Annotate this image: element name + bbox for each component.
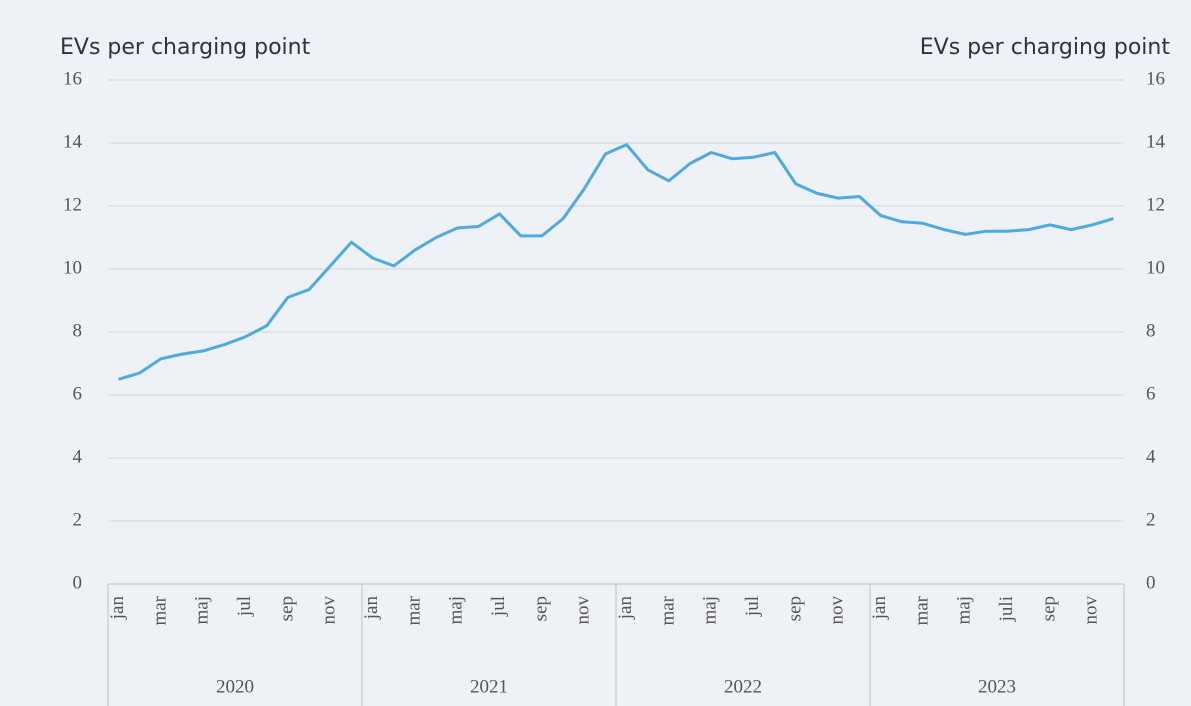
x-tick-label: mar [911, 595, 932, 625]
y-tick-label: 0 [73, 572, 83, 593]
x-tick-label: maj [446, 596, 467, 625]
y-axis-title: EVs per charging point [60, 35, 311, 60]
group-label: 2023 [978, 676, 1016, 697]
y-tick-label: 16 [63, 68, 82, 89]
x-tick-label: jul [488, 596, 509, 617]
x-tick-label: mar [149, 595, 170, 625]
y2-tick-label: 6 [1146, 383, 1156, 404]
x-tick-label: nov [1081, 596, 1102, 625]
y-tick-label: 4 [73, 446, 83, 467]
x-tick-label: maj [700, 596, 721, 625]
x-tick-label: mar [657, 595, 678, 625]
y2-tick-label: 14 [1146, 131, 1166, 152]
x-tick-label: jan [107, 596, 128, 621]
y2-tick-label: 16 [1146, 68, 1165, 89]
x-tick-label: jan [869, 596, 890, 621]
x-tick-label: maj [192, 596, 213, 625]
y-tick-label: 10 [63, 257, 82, 278]
y-tick-label: 12 [63, 194, 82, 215]
group-label: 2022 [724, 676, 762, 697]
x-tick-label: sep [530, 596, 551, 621]
y-tick-label: 8 [73, 320, 83, 341]
x-tick-label: nov [573, 596, 594, 625]
x-tick-label: nov [827, 596, 848, 625]
x-tick-label: sep [276, 596, 297, 621]
x-tick-label: mar [403, 595, 424, 625]
x-tick-label: jan [615, 596, 636, 621]
data-line [118, 143, 1114, 381]
x-tick-label: jan [361, 596, 382, 621]
x-tick-label: jul [742, 596, 763, 617]
x-tick-label: nov [319, 596, 340, 625]
y-tick-label: 2 [73, 509, 83, 530]
group-label: 2020 [216, 676, 254, 697]
x-tick-label: juli [996, 596, 1017, 622]
group-label: 2021 [470, 676, 508, 697]
x-tick-label: sep [1038, 596, 1059, 621]
y2-tick-label: 12 [1146, 194, 1165, 215]
x-tick-label: jul [234, 596, 255, 617]
x-tick-label: maj [954, 596, 975, 625]
y-tick-label: 14 [63, 131, 83, 152]
y2-tick-label: 10 [1146, 257, 1165, 278]
y2-tick-label: 2 [1146, 509, 1156, 530]
x-tick-label: sep [784, 596, 805, 621]
y2-axis-title: EVs per charging point [920, 35, 1171, 60]
y2-tick-label: 0 [1146, 572, 1156, 593]
y2-tick-label: 4 [1146, 446, 1156, 467]
y-tick-label: 6 [73, 383, 83, 404]
y2-tick-label: 8 [1146, 320, 1156, 341]
